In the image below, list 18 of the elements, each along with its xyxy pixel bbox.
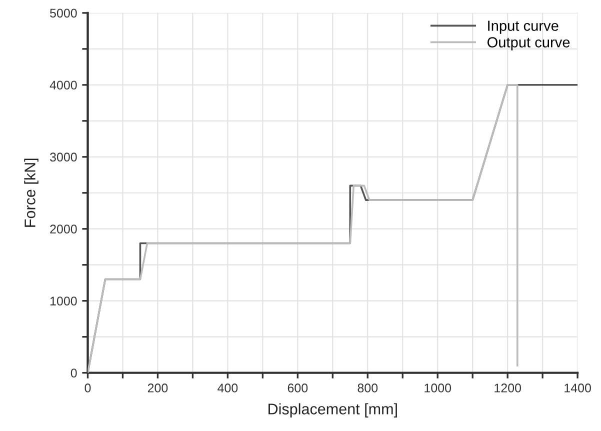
y-axis-title: Force [kN] bbox=[24, 158, 38, 227]
y-tick-label: 4000 bbox=[50, 80, 77, 90]
x-tick-label: 1400 bbox=[564, 384, 591, 392]
x-tick-label: 200 bbox=[148, 384, 168, 392]
y-tick-label: 5000 bbox=[50, 8, 77, 18]
y-tick-label: 3000 bbox=[50, 152, 77, 162]
legend-label: Input curve bbox=[488, 20, 558, 34]
x-tick-label: 1200 bbox=[494, 384, 522, 392]
legend-label: Output curve bbox=[487, 37, 570, 50]
x-axis-title: Displacement [mm] bbox=[268, 403, 397, 418]
x-tick-label: 1000 bbox=[424, 384, 452, 392]
x-tick-label: 400 bbox=[218, 384, 238, 392]
y-tick-label: 2000 bbox=[50, 224, 77, 234]
y-tick-label: 1000 bbox=[50, 296, 77, 306]
x-tick-label: 0 bbox=[84, 384, 91, 392]
x-tick-label: 800 bbox=[358, 384, 378, 392]
x-tick-label: 600 bbox=[288, 384, 308, 392]
y-tick-label: 0 bbox=[70, 368, 77, 378]
